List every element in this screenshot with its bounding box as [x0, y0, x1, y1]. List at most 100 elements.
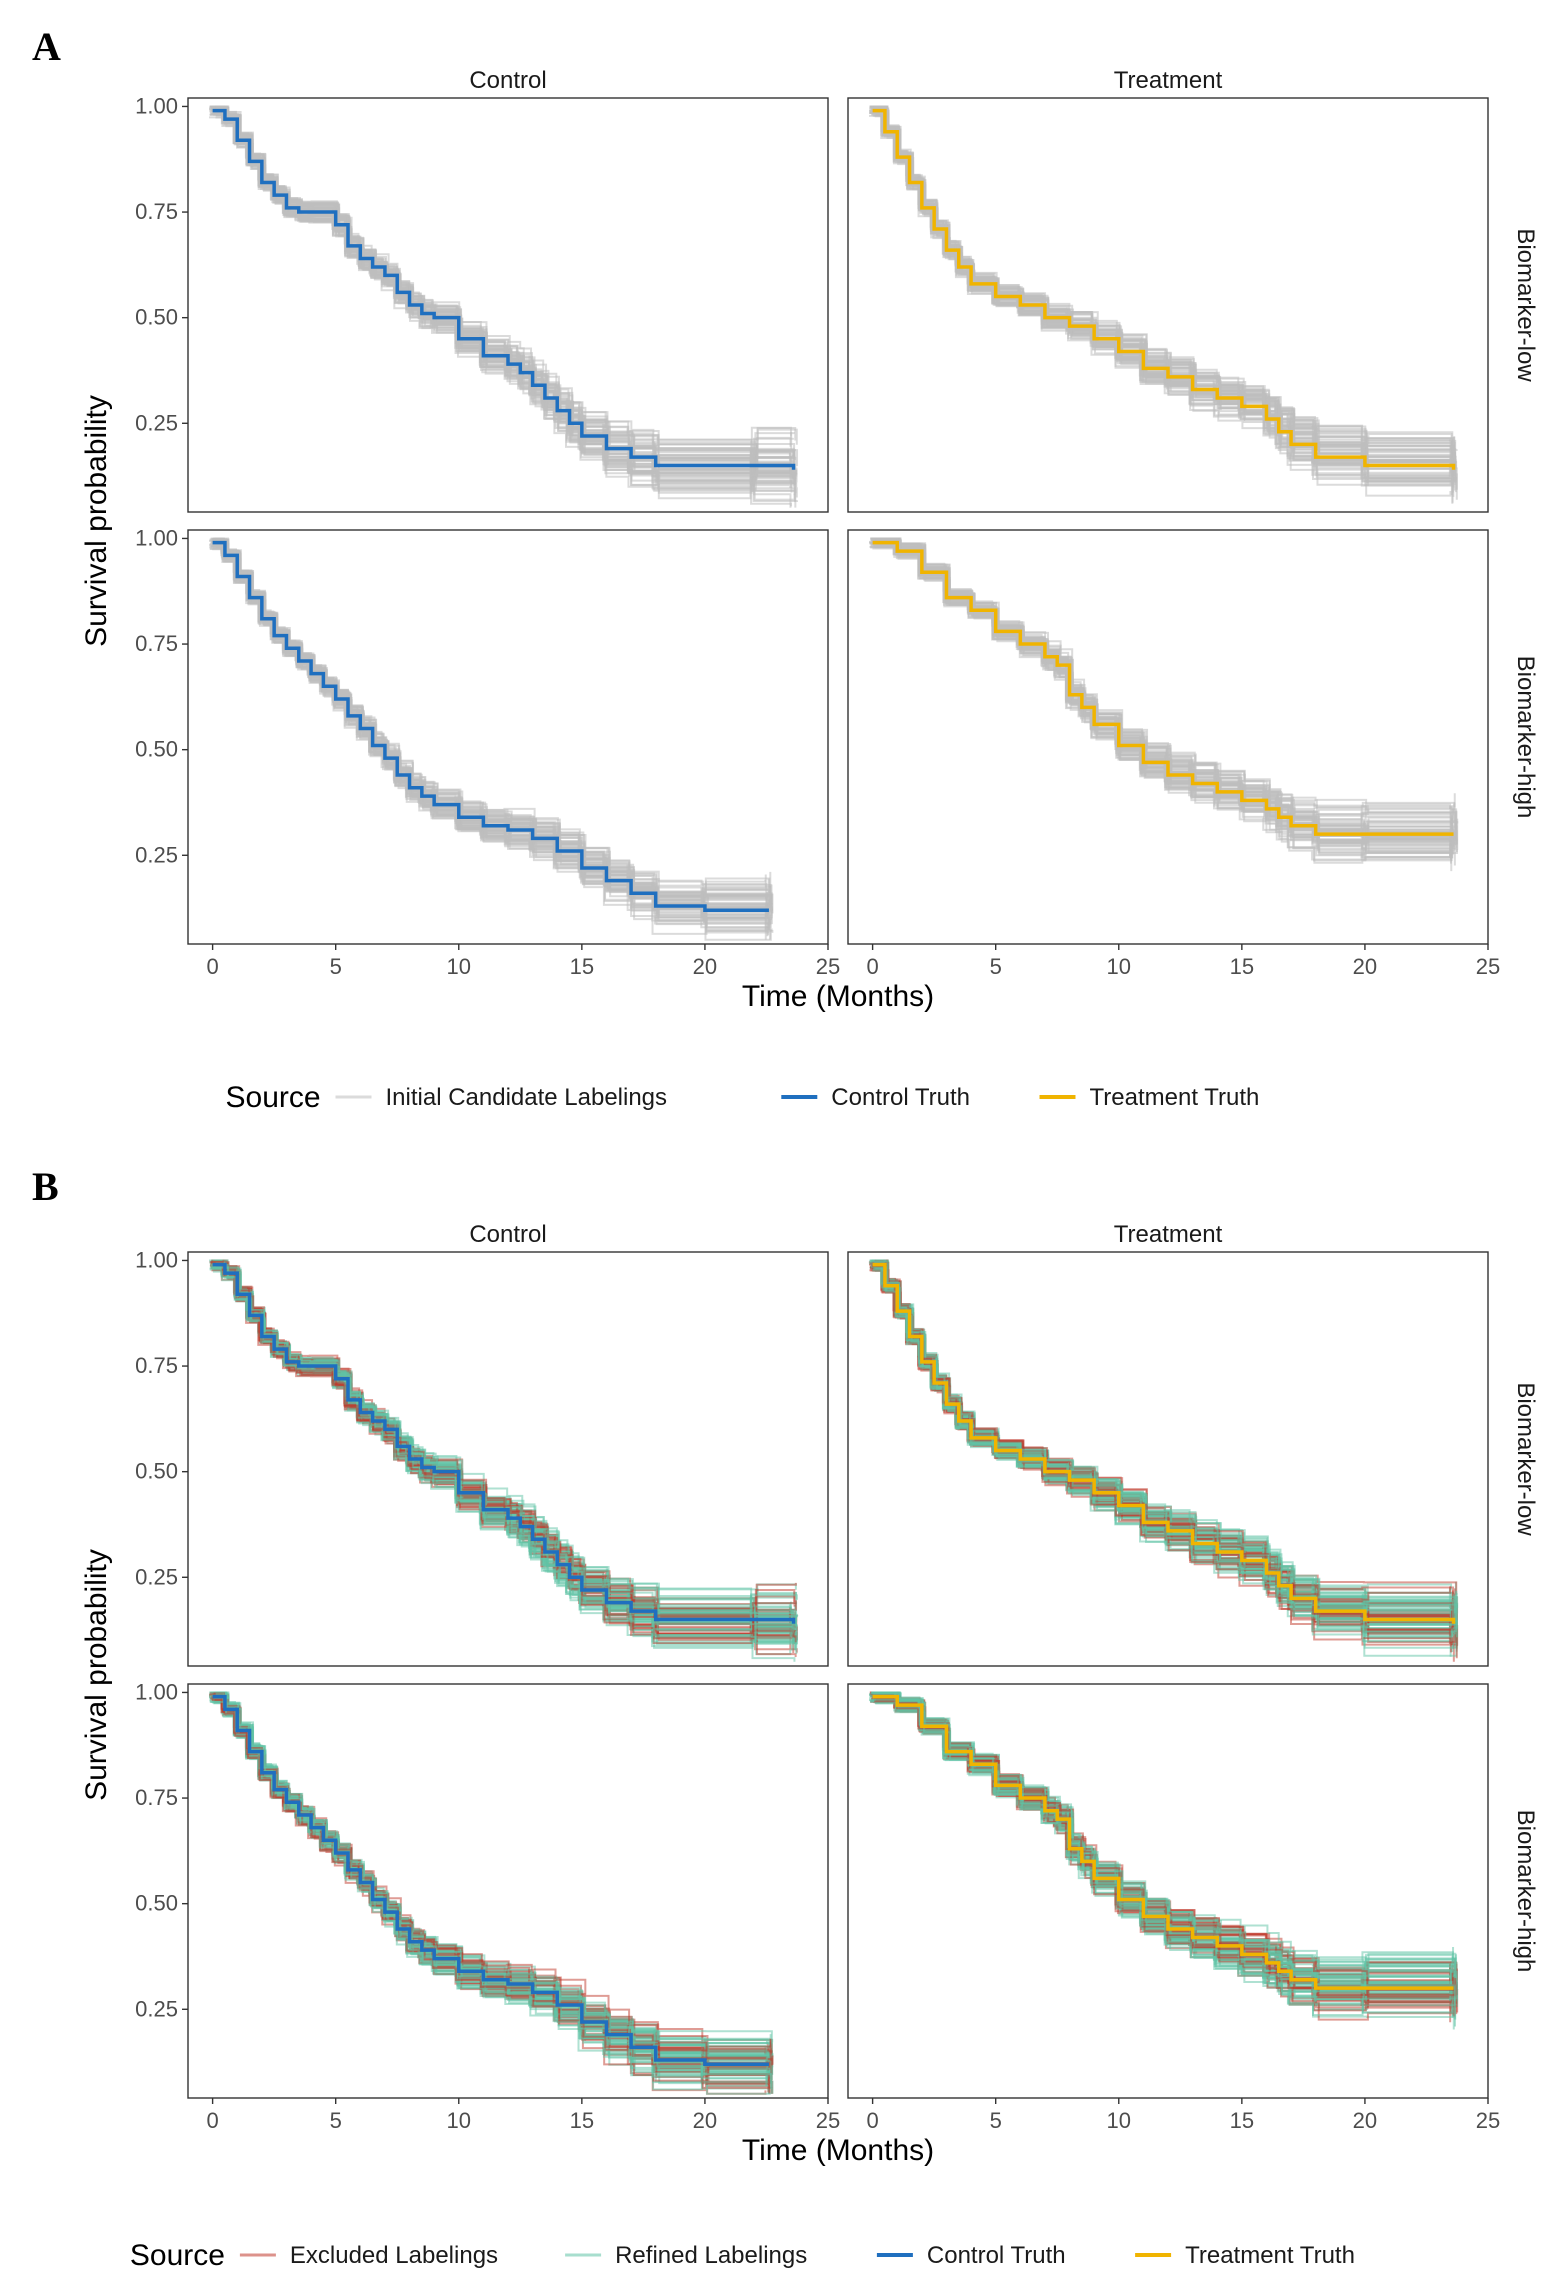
band-line-refined-labelings	[209, 1264, 797, 1624]
band-line-excluded-labelings	[212, 1268, 798, 1635]
band-line-initial-candidate-labelings	[875, 539, 1456, 844]
band-line-refined-labelings	[210, 1266, 799, 1618]
band-line-initial-candidate-labelings	[213, 538, 769, 919]
band-line-initial-candidate-labelings	[871, 539, 1453, 851]
band-line-refined-labelings	[213, 1266, 798, 1640]
band-line-excluded-labelings	[216, 1698, 773, 2094]
band-line-excluded-labelings	[869, 1693, 1453, 2000]
band-line-refined-labelings	[214, 1693, 770, 2083]
band-line-excluded-labelings	[870, 1694, 1457, 1996]
band-line-refined-labelings	[868, 1261, 1458, 1638]
band-line-excluded-labelings	[215, 1694, 770, 2070]
band-line-initial-candidate-labelings	[209, 545, 774, 914]
band-line-refined-labelings	[211, 1697, 770, 2064]
band-line-initial-candidate-labelings	[212, 548, 767, 898]
band-line-refined-labelings	[215, 1261, 794, 1638]
band-line-refined-labelings	[871, 1264, 1459, 1609]
band-line-refined-labelings	[213, 1264, 796, 1643]
facet-frame	[187, 1683, 829, 2099]
band-line-refined-labelings	[871, 1692, 1452, 1994]
band-line-initial-candidate-labelings	[212, 543, 770, 910]
band-line-initial-candidate-labelings	[872, 114, 1456, 474]
band-line-refined-labelings	[214, 1262, 796, 1636]
band-line-refined-labelings	[871, 1267, 1451, 1624]
band-line-initial-candidate-labelings	[210, 105, 795, 487]
band-line-refined-labelings	[214, 1696, 773, 2094]
band-line-refined-labelings	[212, 1267, 798, 1643]
band-line-initial-candidate-labelings	[215, 105, 793, 488]
band-line-refined-labelings	[872, 1260, 1452, 1609]
band-line-refined-labelings	[210, 1697, 769, 2056]
facet-control-biomarker-high: 0.25 0.50 0.75 1.00 0 5 10 15 20 25	[135, 1679, 840, 2133]
band-line-initial-candidate-labelings	[212, 107, 792, 487]
facet-treatment-biomarker-low	[847, 1251, 1489, 1667]
band-line-excluded-labelings	[870, 1692, 1458, 1983]
y-tick-label: 0.75	[135, 1353, 178, 1378]
facet-frame	[847, 1251, 1489, 1667]
band-line-initial-candidate-labelings	[215, 108, 798, 461]
band-line-initial-candidate-labelings	[210, 113, 792, 494]
facet-plot-area	[209, 537, 774, 941]
band-line-initial-candidate-labelings	[211, 541, 769, 919]
facet-control-biomarker-low: 0.25 0.50 0.75 1.00	[135, 93, 829, 513]
panel-letter-b: B	[32, 1164, 59, 1209]
band-line-excluded-labelings	[212, 1261, 795, 1639]
band-line-refined-labelings	[210, 1697, 767, 2058]
band-line-refined-labelings	[869, 1267, 1453, 1634]
band-line-excluded-labelings	[872, 1264, 1455, 1621]
band-line-initial-candidate-labelings	[215, 107, 792, 450]
facet-treatment-biomarker-high: 0 5 10 15 20 25	[847, 1683, 1500, 2133]
band-line-excluded-labelings	[209, 1692, 770, 2079]
band-line-excluded-labelings	[876, 1265, 1454, 1623]
band-line-initial-candidate-labelings	[209, 546, 773, 932]
band-line-refined-labelings	[215, 1265, 794, 1649]
band-line-initial-candidate-labelings	[869, 106, 1455, 483]
band-line-initial-candidate-labelings	[216, 114, 793, 484]
band-line-refined-labelings	[870, 1260, 1452, 1623]
band-line-refined-labelings	[210, 1266, 795, 1626]
band-line-refined-labelings	[875, 1266, 1455, 1630]
band-line-excluded-labelings	[870, 1266, 1454, 1632]
band-line-excluded-labelings	[210, 1697, 770, 2076]
legend-label-control-truth: Control Truth	[831, 1084, 970, 1111]
band-line-initial-candidate-labelings	[209, 110, 796, 461]
band-line-initial-candidate-labelings	[871, 538, 1452, 843]
band-line-refined-labelings	[211, 1262, 796, 1629]
band-line-initial-candidate-labelings	[215, 105, 796, 492]
band-line-initial-candidate-labelings	[869, 107, 1455, 469]
band-line-initial-candidate-labelings	[872, 109, 1454, 476]
band-line-initial-candidate-labelings	[214, 540, 771, 909]
band-line-initial-candidate-labelings	[215, 538, 773, 925]
band-line-initial-candidate-labelings	[870, 105, 1454, 481]
band-line-initial-candidate-labelings	[214, 538, 772, 921]
y-tick-label: 0.75	[135, 199, 178, 224]
band-line-refined-labelings	[215, 1259, 792, 1617]
band-line-initial-candidate-labelings	[873, 538, 1457, 846]
truth-line-treatment-truth	[872, 540, 1454, 836]
strip-label-treatment: Treatment	[1114, 67, 1223, 94]
legend-label-treatment-truth: Treatment Truth	[1185, 2242, 1355, 2269]
band-line-refined-labelings	[212, 1260, 797, 1637]
strip-label-biomarker-low: Biomarker-low	[1512, 1382, 1539, 1536]
band-line-initial-candidate-labelings	[210, 537, 767, 900]
band-line-initial-candidate-labelings	[214, 111, 795, 472]
band-line-excluded-labelings	[214, 1266, 792, 1649]
band-line-refined-labelings	[216, 1691, 771, 2094]
truth-line-treatment-truth	[872, 108, 1456, 470]
x-tick-label: 5	[330, 2108, 342, 2133]
band-line-refined-labelings	[874, 1264, 1458, 1628]
band-line-refined-labelings	[213, 1266, 794, 1628]
band-line-refined-labelings	[209, 1261, 792, 1624]
legend-label-refined-labelings: Refined Labelings	[615, 2242, 807, 2269]
band-line-excluded-labelings	[869, 1266, 1458, 1647]
truth-line-control-truth	[212, 1262, 796, 1624]
band-line-initial-candidate-labelings	[869, 542, 1457, 838]
band-line-refined-labelings	[212, 1268, 793, 1637]
band-line-refined-labelings	[212, 1700, 770, 2070]
band-line-refined-labelings	[211, 1694, 771, 2076]
legend-title: Source	[130, 2239, 225, 2272]
band-line-refined-labelings	[213, 1259, 799, 1645]
band-line-initial-candidate-labelings	[209, 105, 793, 478]
band-line-initial-candidate-labelings	[215, 110, 794, 484]
